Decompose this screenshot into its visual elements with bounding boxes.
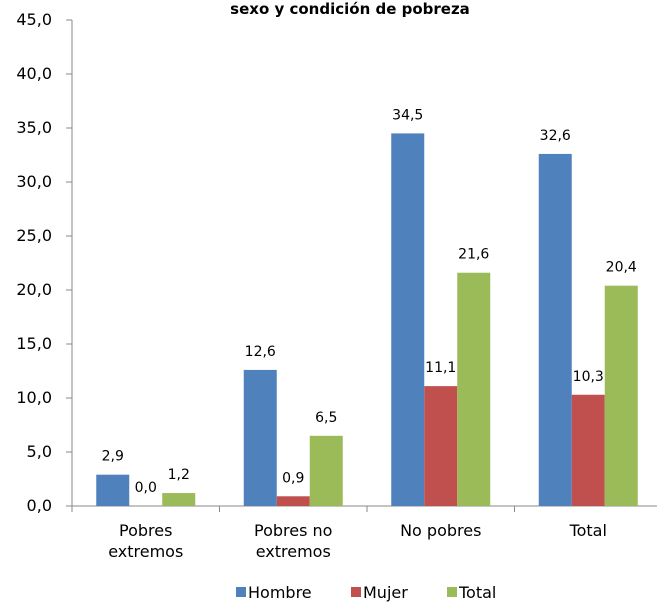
legend-label-total: Total (458, 583, 496, 602)
y-tick-label: 10,0 (16, 388, 52, 407)
legend-swatch-hombre (236, 587, 246, 597)
data-label: 1,2 (168, 467, 190, 483)
x-category-label: Pobres no (254, 521, 332, 540)
data-label: 12,6 (245, 344, 276, 360)
x-category-label: Pobres (119, 521, 172, 540)
data-label: 0,9 (282, 470, 304, 486)
x-axis: Pobres extremos Pobres no extremos No pobres… (71, 505, 657, 561)
data-label: 10,3 (573, 369, 604, 385)
bar-hombre-0 (96, 474, 130, 506)
legend-label-hombre: Hombre (248, 583, 312, 602)
data-label: 6,5 (315, 410, 337, 426)
x-category-label: Total (569, 521, 607, 540)
bar-total-1 (309, 435, 343, 506)
y-tick-label: 0,0 (27, 496, 52, 515)
bars (96, 133, 638, 507)
data-label: 11,1 (425, 360, 456, 376)
legend-label-mujer: Mujer (363, 583, 408, 602)
x-category-label: No pobres (400, 521, 481, 540)
bar-hombre-3 (538, 153, 572, 507)
y-tick-label: 30,0 (16, 172, 52, 191)
legend: Hombre Mujer Total (236, 583, 496, 602)
y-tick-label: 35,0 (16, 118, 52, 137)
y-tick-label: 20,0 (16, 280, 52, 299)
data-label: 0,0 (135, 480, 157, 496)
bar-hombre-2 (391, 133, 425, 506)
y-tick-label: 40,0 (16, 64, 52, 83)
bar-total-3 (604, 285, 638, 506)
bar-mujer-1 (276, 496, 310, 506)
bar-mujer-3 (571, 394, 605, 506)
chart-title: sexo y condición de pobreza (230, 0, 470, 18)
legend-swatch-mujer (351, 587, 361, 597)
legend-swatch-total (447, 587, 457, 597)
bar-hombre-1 (243, 369, 277, 506)
y-axis: 0,0 5,0 10,0 15,0 20,0 25,0 30,0 35,0 40,0 45,0 (16, 10, 73, 515)
y-tick-label: 25,0 (16, 226, 52, 245)
data-label: 2,9 (102, 449, 124, 465)
x-category-label: extremos (108, 542, 183, 561)
data-labels: 2,9 12,6 34,5 32,6 0,0 0,9 11,1 10,3 1,2 6,5 21,6 2… (102, 107, 637, 496)
bar-mujer-2 (424, 386, 458, 506)
y-tick-label: 45,0 (16, 10, 52, 29)
y-tick-label: 15,0 (16, 334, 52, 353)
data-label: 32,6 (540, 128, 571, 144)
bar-total-2 (457, 272, 491, 506)
bar-total-0 (162, 493, 196, 506)
x-category-label: extremos (256, 542, 331, 561)
data-label: 21,6 (458, 247, 489, 263)
data-label: 20,4 (606, 260, 637, 276)
data-label: 34,5 (392, 107, 423, 123)
y-tick-label: 5,0 (27, 442, 52, 461)
